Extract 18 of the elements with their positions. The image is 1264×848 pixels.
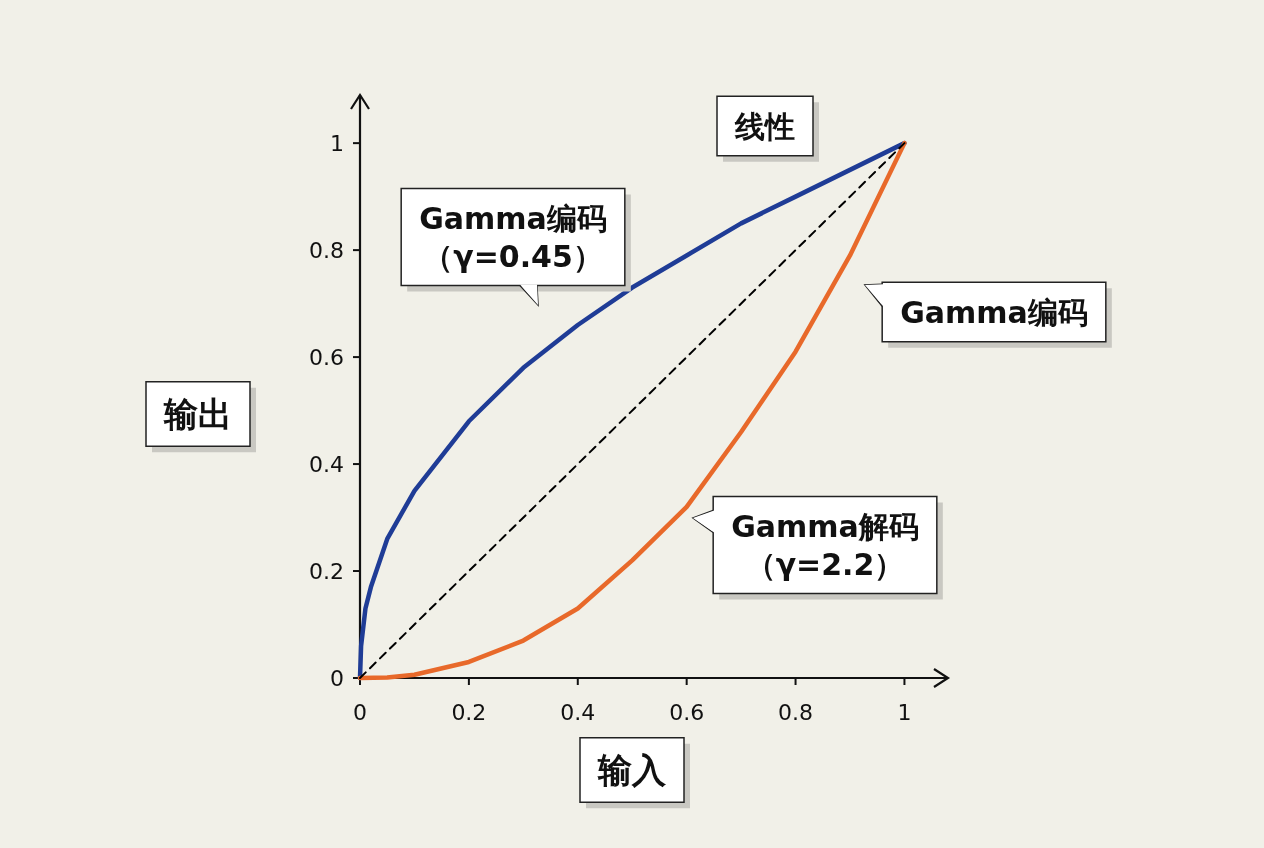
y-tick-label: 0.8 (309, 238, 344, 264)
annotation: Gamma编码 (900, 294, 1088, 330)
x-tick-label: 0.8 (778, 700, 814, 725)
x-tick-label: 0.4 (560, 700, 596, 725)
x-tick-label: 0.2 (451, 700, 487, 725)
y-tick-label: 0 (330, 666, 344, 691)
x-tick-label: 0.6 (669, 700, 705, 725)
x-axis-title: 输入 (597, 750, 667, 791)
annotation: Gamma解码（γ=2.2） (731, 509, 919, 582)
x-tick-label: 1 (897, 700, 912, 725)
y-tick-label: 1 (330, 131, 344, 157)
annotation: Gamma编码（γ=0.45） (419, 201, 607, 274)
y-tick-label: 0.4 (309, 452, 344, 478)
annotation: 线性 (734, 108, 795, 144)
y-axis-title: 输出 (163, 394, 232, 435)
y-tick-label: 0.6 (309, 345, 344, 371)
y-tick-label: 0.2 (309, 559, 344, 585)
x-tick-label: 0 (353, 700, 367, 725)
